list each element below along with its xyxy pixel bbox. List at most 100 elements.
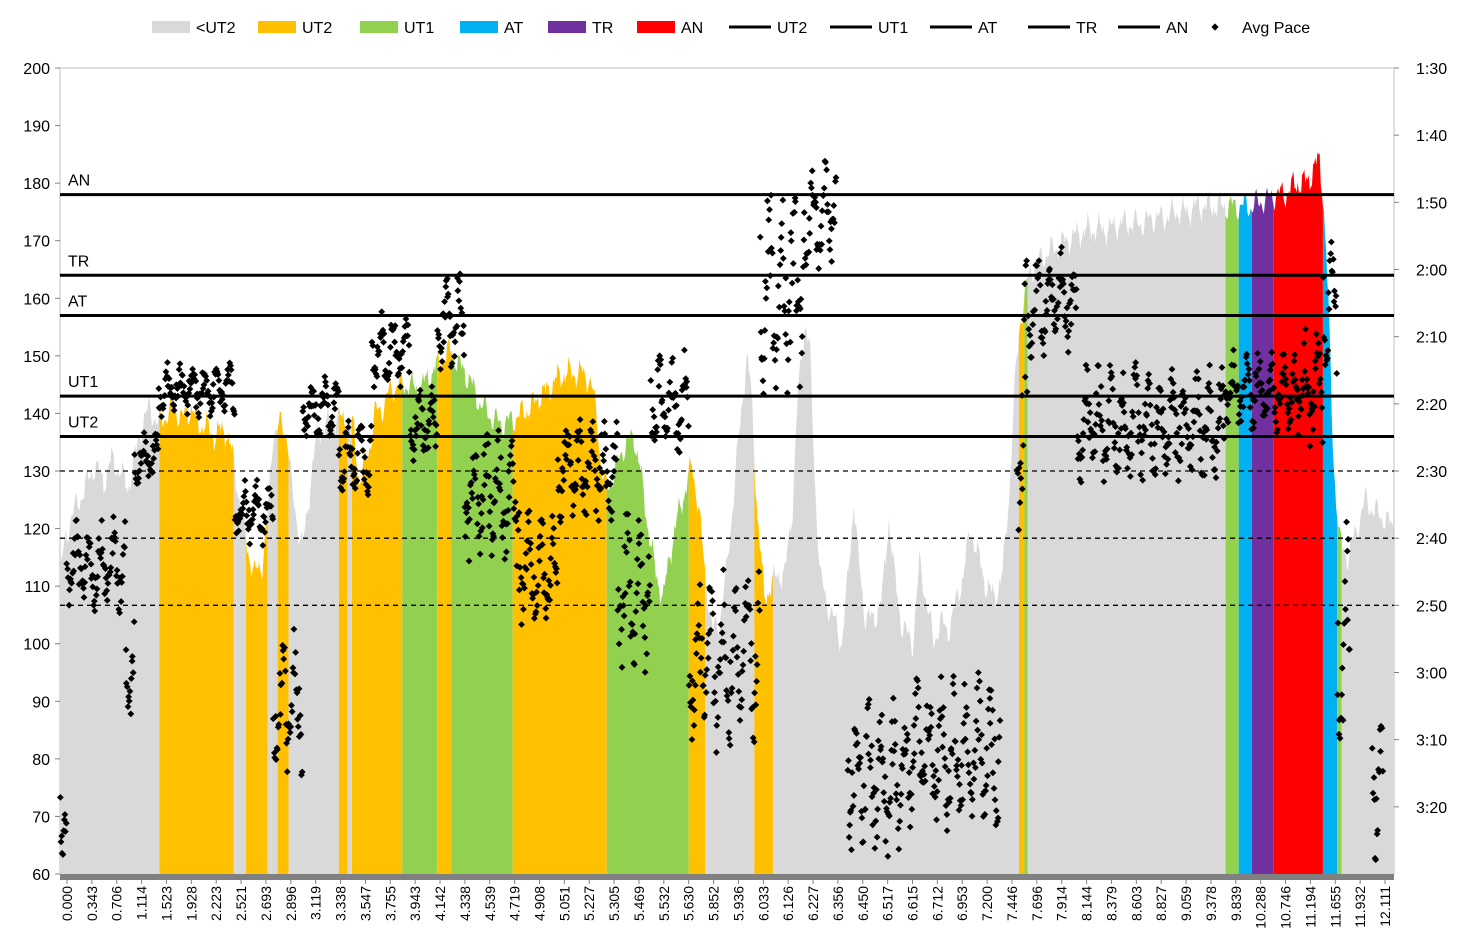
avg-pace-point xyxy=(498,522,506,530)
avg-pace-point xyxy=(1212,438,1220,446)
y-left-tick-label: 180 xyxy=(23,176,50,193)
x-tick-label: 4.908 xyxy=(531,886,547,921)
avg-pace-point xyxy=(805,248,813,256)
x-tick-label: 9.378 xyxy=(1203,886,1219,921)
avg-pace-point xyxy=(507,442,515,450)
avg-pace-point xyxy=(453,322,461,330)
avg-pace-point xyxy=(785,307,792,315)
avg-pace-point xyxy=(933,788,941,795)
avg-pace-point xyxy=(645,598,653,605)
avg-pace-point xyxy=(481,481,488,489)
avg-pace-point xyxy=(865,696,873,703)
avg-pace-point xyxy=(512,517,520,525)
avg-pace-point xyxy=(633,589,641,597)
avg-pace-point xyxy=(1346,645,1353,653)
avg-pace-point xyxy=(591,467,599,475)
avg-pace-point xyxy=(514,526,522,534)
avg-pace-point xyxy=(1140,431,1148,439)
avg-pace-point xyxy=(438,344,445,352)
avg-pace-point xyxy=(965,769,973,777)
avg-pace-point xyxy=(1289,370,1296,378)
avg-pace-point xyxy=(1132,359,1140,366)
avg-pace-point xyxy=(673,402,680,409)
avg-pace-point xyxy=(848,769,856,777)
avg-pace-point xyxy=(760,355,768,362)
avg-pace-point xyxy=(699,682,707,689)
avg-pace-point xyxy=(742,613,750,621)
avg-pace-point xyxy=(1234,382,1241,390)
avg-pace-point xyxy=(930,782,938,790)
x-tick-label: 9.839 xyxy=(1228,886,1244,921)
avg-pace-point xyxy=(330,399,338,407)
avg-pace-point xyxy=(1174,477,1182,485)
avg-pace-point xyxy=(1108,373,1116,380)
avg-pace-point xyxy=(416,386,424,394)
avg-pace-point xyxy=(1112,462,1120,470)
avg-pace-point xyxy=(192,403,200,411)
avg-pace-point xyxy=(759,377,767,385)
zone-area-ut2 xyxy=(351,368,403,874)
avg-pace-point xyxy=(818,207,826,215)
avg-pace-point xyxy=(639,622,647,630)
avg-pace-point xyxy=(328,413,336,421)
avg-pace-point xyxy=(1038,334,1046,342)
legend-swatch-tr xyxy=(548,21,586,33)
avg-pace-point xyxy=(469,495,476,502)
avg-pace-point xyxy=(1224,401,1232,409)
x-tick-label: 4.539 xyxy=(482,886,498,921)
avg-pace-point xyxy=(268,491,275,499)
avg-pace-point xyxy=(733,644,741,651)
avg-pace-point xyxy=(1298,376,1306,384)
avg-pace-point xyxy=(527,560,535,568)
avg-pace-point xyxy=(950,690,958,698)
avg-pace-point xyxy=(915,703,923,711)
avg-pace-point xyxy=(226,359,234,367)
avg-pace-point xyxy=(691,681,699,689)
avg-pace-point xyxy=(947,745,955,752)
avg-pace-point xyxy=(1311,403,1318,410)
legend-swatch-at xyxy=(460,21,498,33)
x-tick-label: 3.547 xyxy=(357,886,373,921)
avg-pace-point xyxy=(863,733,870,741)
avg-pace-point xyxy=(620,612,628,620)
avg-pace-point xyxy=(495,427,502,434)
avg-pace-point xyxy=(787,229,795,237)
avg-pace-point xyxy=(1160,428,1168,436)
avg-pace-point xyxy=(937,673,945,681)
x-tick-label: 7.696 xyxy=(1029,886,1045,921)
avg-pace-point xyxy=(612,456,620,463)
avg-pace-point xyxy=(773,346,780,354)
avg-pace-point xyxy=(968,796,976,803)
x-tick-label: 2.521 xyxy=(233,886,249,921)
avg-pace-point xyxy=(1082,395,1089,402)
avg-pace-point xyxy=(992,807,1000,815)
avg-pace-point xyxy=(503,548,510,556)
avg-pace-point xyxy=(771,356,779,364)
avg-pace-point xyxy=(140,447,147,455)
avg-pace-point xyxy=(1261,411,1269,419)
avg-pace-point xyxy=(1247,391,1255,399)
avg-pace-point xyxy=(891,717,899,725)
avg-pace-point xyxy=(1124,432,1132,440)
avg-pace-point xyxy=(1123,443,1131,451)
avg-pace-point xyxy=(343,431,350,439)
avg-pace-point xyxy=(421,426,429,434)
avg-pace-point xyxy=(1023,388,1031,396)
avg-pace-point xyxy=(1338,664,1346,672)
avg-pace-point xyxy=(462,509,470,517)
avg-pace-point xyxy=(1095,362,1102,370)
avg-pace-point xyxy=(303,432,310,440)
avg-pace-point xyxy=(777,247,785,254)
avg-pace-point xyxy=(221,407,228,415)
avg-pace-point xyxy=(1092,421,1100,428)
avg-pace-point xyxy=(1292,383,1300,391)
avg-pace-point xyxy=(1266,376,1274,384)
avg-pace-point xyxy=(1129,413,1137,420)
avg-pace-point xyxy=(1054,315,1061,323)
avg-pace-point xyxy=(304,422,312,430)
avg-pace-point xyxy=(455,297,463,305)
avg-pace-point xyxy=(160,401,167,409)
avg-pace-point xyxy=(1173,429,1181,437)
avg-pace-point xyxy=(956,780,963,788)
avg-pace-point xyxy=(723,692,731,700)
